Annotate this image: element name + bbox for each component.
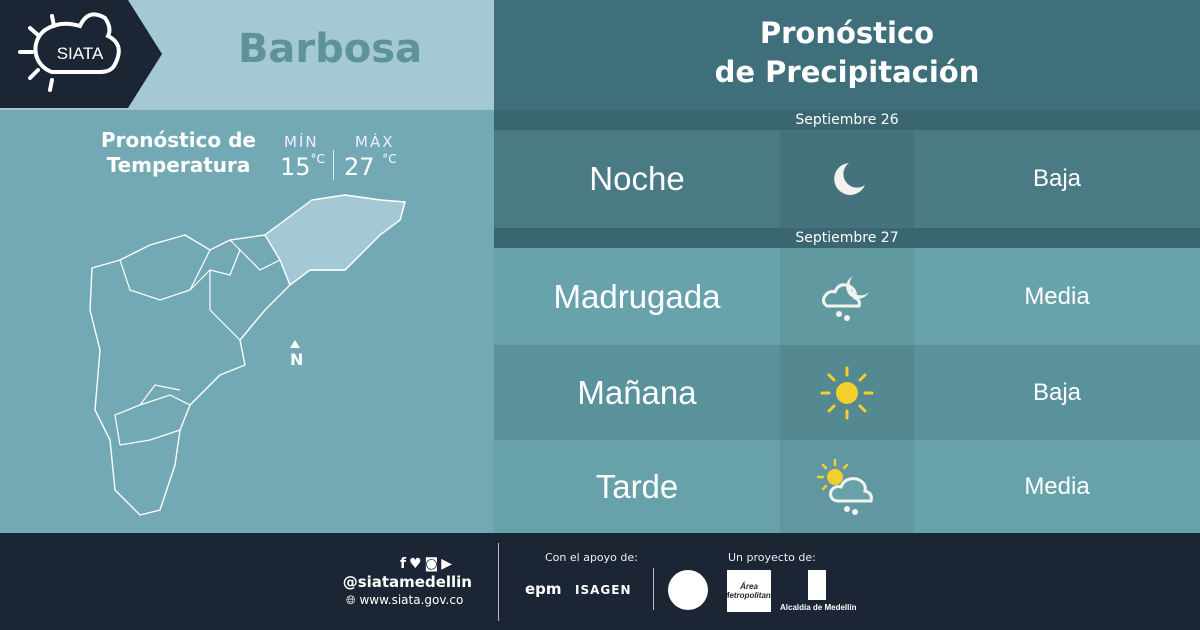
globe-icon: 🌐︎	[346, 593, 356, 607]
sun-cloud-logo-icon: SIATA	[18, 12, 121, 92]
north-arrow-icon	[290, 340, 300, 348]
social-handle[interactable]: @siatamedellin	[342, 573, 472, 591]
svg-text:SIATA: SIATA	[57, 44, 104, 63]
temperature-title: Pronóstico de Temperatura	[101, 128, 256, 177]
min-label: MÍN	[284, 133, 319, 151]
forecast-row: Madrugada Media	[494, 248, 1200, 345]
website-link[interactable]: 🌐︎ www.siata.gov.co	[346, 593, 464, 607]
period-label: Mañana	[577, 373, 697, 411]
level-label: Baja	[1032, 378, 1082, 406]
period-label: Noche	[589, 160, 685, 197]
level-label: Media	[1024, 472, 1090, 500]
footer	[0, 533, 1200, 630]
period-label: Tarde	[595, 467, 679, 505]
date-label: Septiembre 26	[494, 110, 1200, 130]
level-label: Media	[1024, 282, 1090, 310]
divider	[498, 543, 499, 621]
max-value: 27 °C	[344, 152, 397, 181]
forecast-row: Mañana Baja	[494, 345, 1200, 440]
period-label: Madrugada	[553, 277, 721, 315]
area-metropolitana-label: Área Metropolitana	[722, 582, 776, 600]
cloud-rain-moon-icon	[780, 248, 914, 345]
facebook-icon[interactable]: f	[400, 556, 410, 572]
divider	[333, 150, 334, 180]
isagen-logo: ISAGEN	[575, 583, 632, 597]
min-value: 15°C	[280, 152, 325, 181]
precipitation-title: Pronóstico de Precipitación	[714, 16, 980, 89]
date-label: Septiembre 27	[494, 228, 1200, 248]
support-label: Con el apoyo de:	[545, 551, 638, 564]
area-metropolitana-logo: Área Metropolitana	[723, 570, 775, 612]
epm-logo: epm	[525, 580, 562, 598]
alcaldia-crest-icon	[808, 570, 826, 600]
temperature-panel	[0, 110, 494, 533]
youtube-icon[interactable]: ▶	[441, 556, 456, 572]
project-label: Un proyecto de:	[728, 551, 816, 564]
twitter-icon[interactable]: ♥	[409, 556, 425, 572]
seal-logo	[668, 570, 708, 610]
divider	[653, 568, 654, 610]
sun-icon	[780, 345, 914, 440]
siata-logo: SIATA	[0, 0, 162, 108]
alcaldia-logo: Alcaldía de Medellín	[780, 603, 857, 612]
moon-icon	[780, 130, 914, 228]
max-label: MÁX	[355, 133, 395, 151]
forecast-row: Noche Baja	[494, 130, 1200, 228]
sun-cloud-rain-icon	[780, 440, 914, 533]
instagram-icon[interactable]: ◙	[424, 556, 442, 572]
north-label: N	[290, 350, 303, 369]
city-name: Barbosa	[237, 26, 423, 72]
forecast-row: Tarde Media	[494, 440, 1200, 533]
municipality-map: N	[89, 194, 406, 516]
social-icons[interactable]: f♥◙▶	[400, 556, 455, 572]
level-label: Baja	[1032, 165, 1082, 192]
